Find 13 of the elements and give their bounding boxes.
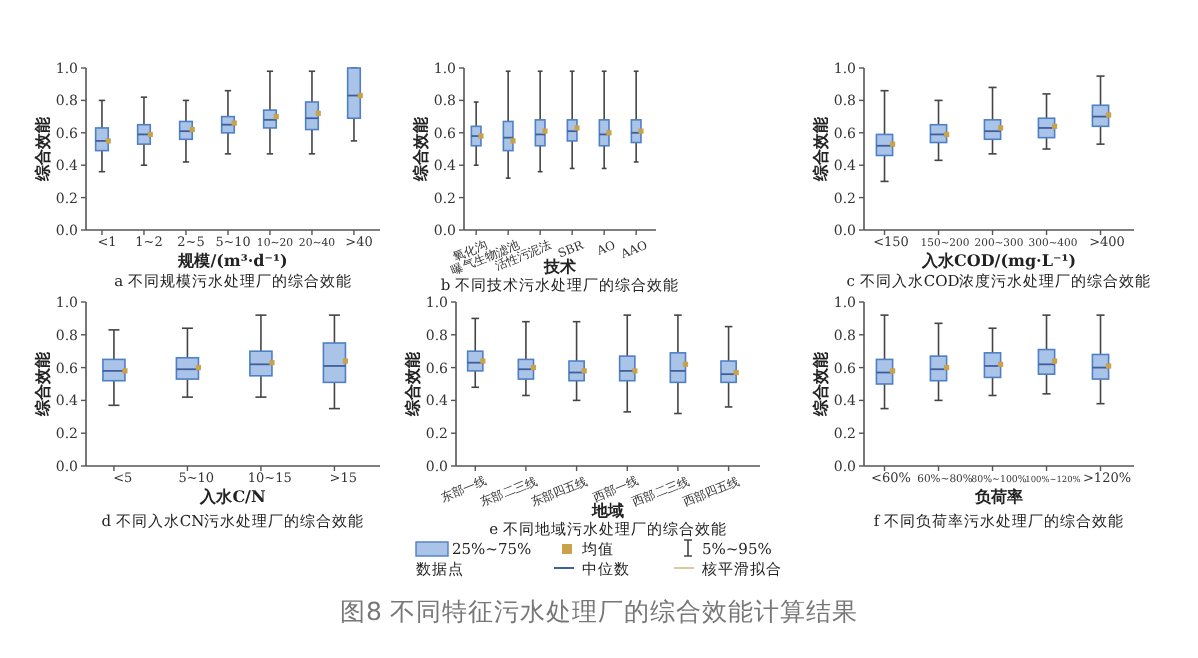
x-axis-title: 入水COD/(mg·L⁻¹) [920, 250, 1077, 270]
x-axis-title: 规模/(m³·d⁻¹) [176, 250, 288, 270]
x-axis-title: 入水C/N [198, 486, 266, 506]
y-axis-title: 综合效能 [32, 350, 52, 418]
y-axis-title: 综合效能 [402, 350, 422, 418]
y-axis-title: 综合效能 [810, 350, 830, 418]
caption: 图8 不同特征污水处理厂的综合效能计算结果 [340, 596, 858, 626]
x-axis-title: 技术 [542, 256, 578, 276]
y-axis-title: 综合效能 [810, 115, 830, 183]
x-axis-title: 地域 [590, 500, 624, 520]
y-axis-title: 综合效能 [410, 115, 430, 183]
y-axis-title: 综合效能 [32, 115, 52, 183]
x-axis-title: 负荷率 [973, 486, 1023, 506]
